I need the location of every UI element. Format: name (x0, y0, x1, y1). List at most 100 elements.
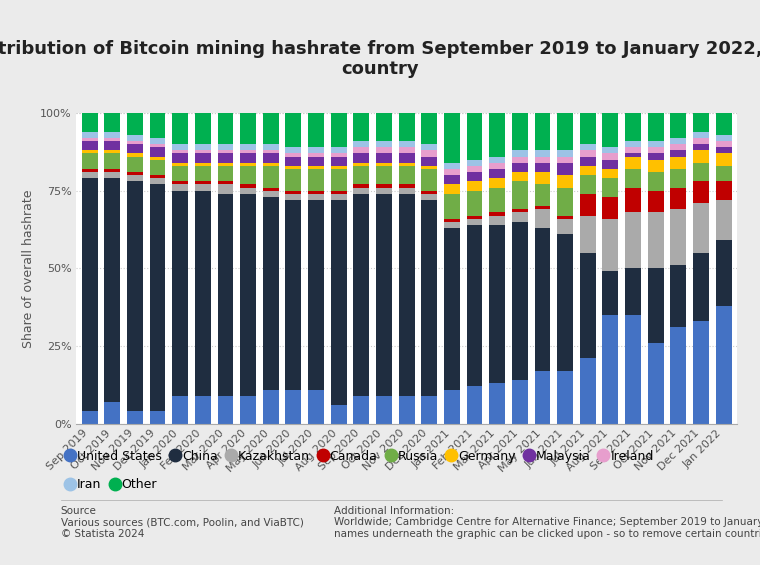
Bar (512, 380, 527, 424)
Bar (557, 175, 573, 188)
Bar (603, 272, 619, 315)
Bar (217, 163, 233, 166)
Bar (648, 172, 663, 191)
Bar (217, 166, 233, 181)
Bar (104, 179, 120, 402)
Bar (150, 175, 166, 179)
Bar (716, 200, 732, 241)
Bar (263, 166, 279, 188)
Bar (150, 113, 166, 138)
Bar (376, 113, 392, 141)
Bar (104, 132, 120, 138)
Bar (603, 179, 619, 197)
Bar (308, 169, 324, 191)
Bar (240, 166, 256, 184)
Bar (263, 144, 279, 150)
Bar (648, 113, 663, 141)
Bar (81, 141, 97, 150)
Bar (399, 184, 414, 188)
Bar (217, 144, 233, 150)
Bar (81, 153, 97, 169)
Bar (376, 396, 392, 424)
Bar (240, 194, 256, 396)
Bar (648, 191, 663, 212)
Bar (421, 169, 437, 191)
Bar (308, 390, 324, 424)
Bar (81, 150, 97, 153)
Bar (173, 144, 188, 150)
Bar (173, 181, 188, 184)
Bar (467, 181, 483, 191)
Bar (127, 144, 143, 153)
Bar (580, 144, 596, 150)
Bar (173, 396, 188, 424)
Bar (286, 191, 301, 194)
Bar (217, 154, 233, 163)
Bar (580, 215, 596, 253)
Bar (580, 166, 596, 175)
Bar (263, 390, 279, 424)
Bar (648, 268, 663, 343)
Bar (195, 163, 211, 166)
Bar (670, 328, 686, 424)
Bar (670, 113, 686, 138)
Bar (263, 188, 279, 191)
Bar (263, 191, 279, 197)
Bar (217, 396, 233, 424)
Bar (331, 169, 347, 191)
Bar (444, 228, 460, 390)
Bar (534, 371, 550, 424)
Bar (489, 163, 505, 169)
Bar (331, 166, 347, 169)
Bar (534, 184, 550, 206)
Bar (716, 141, 732, 147)
Bar (467, 166, 483, 172)
Text: Distribution of Bitcoin mining hashrate from September 2019 to January 2022, by
: Distribution of Bitcoin mining hashrate … (0, 40, 760, 79)
Bar (444, 219, 460, 222)
Bar (331, 113, 347, 147)
Bar (557, 371, 573, 424)
Bar (173, 163, 188, 166)
Bar (217, 150, 233, 153)
Bar (217, 184, 233, 194)
Bar (557, 163, 573, 175)
Bar (195, 396, 211, 424)
Bar (240, 188, 256, 194)
Bar (195, 144, 211, 150)
Bar (716, 166, 732, 181)
Bar (670, 210, 686, 266)
Bar (81, 179, 97, 411)
Bar (263, 154, 279, 163)
Bar (353, 194, 369, 396)
Bar (81, 172, 97, 179)
Bar (512, 172, 527, 181)
Bar (150, 184, 166, 411)
Bar (444, 163, 460, 169)
Bar (467, 386, 483, 424)
Bar (580, 157, 596, 166)
Bar (580, 253, 596, 359)
Text: Source
Various sources (BTC.com, Poolin, and ViaBTC)
© Statista 2024: Source Various sources (BTC.com, Poolin,… (61, 506, 304, 539)
Bar (716, 181, 732, 200)
Bar (444, 390, 460, 424)
Bar (173, 191, 188, 396)
Bar (603, 113, 619, 147)
Bar (104, 141, 120, 150)
Bar (625, 113, 641, 141)
Bar (376, 163, 392, 166)
Bar (625, 157, 641, 169)
Bar (150, 147, 166, 157)
Bar (127, 153, 143, 157)
Bar (376, 147, 392, 153)
Bar (512, 209, 527, 212)
Bar (376, 188, 392, 194)
Bar (716, 135, 732, 141)
Bar (421, 144, 437, 150)
Bar (240, 163, 256, 166)
Bar (421, 396, 437, 424)
Bar (421, 200, 437, 396)
Bar (353, 141, 369, 147)
Bar (150, 159, 166, 175)
Bar (331, 157, 347, 166)
Y-axis label: Share of overall hashrate: Share of overall hashrate (21, 189, 35, 347)
